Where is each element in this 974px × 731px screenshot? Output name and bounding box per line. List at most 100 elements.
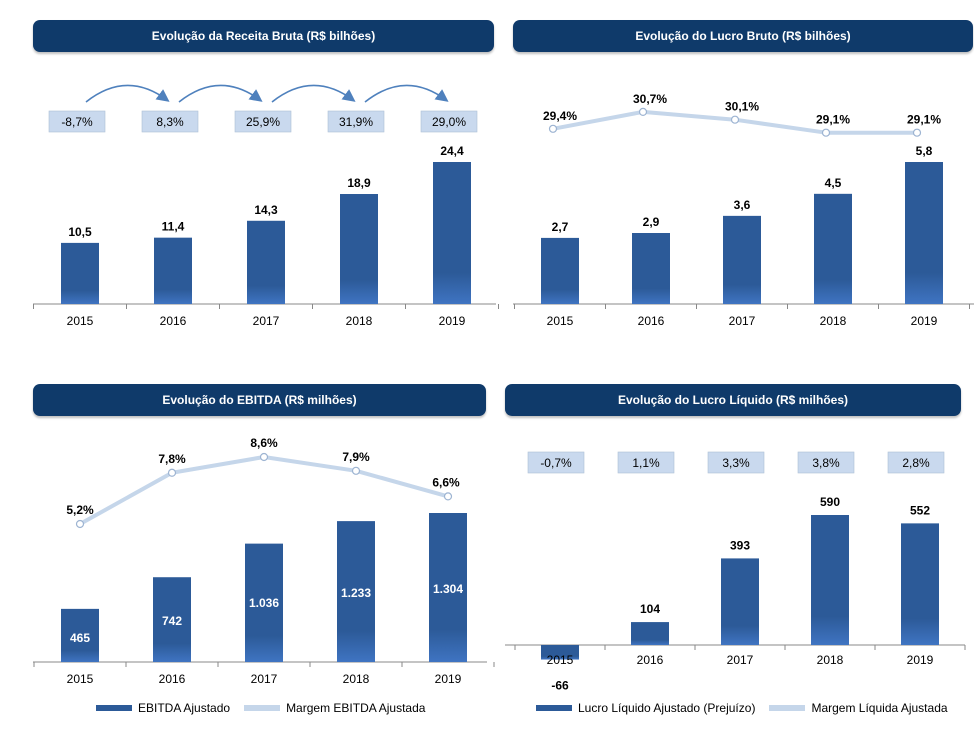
margin-label: 7,8% bbox=[158, 452, 186, 466]
data-label: 10,5 bbox=[68, 225, 92, 239]
bar-2018 bbox=[814, 193, 852, 304]
growth-arrow bbox=[364, 84, 449, 103]
bar-2015 bbox=[61, 242, 99, 304]
margin-point bbox=[548, 124, 558, 133]
margin-label: 1,1% bbox=[632, 456, 660, 470]
tick-label-2017: 2017 bbox=[729, 314, 756, 328]
bar-2018 bbox=[340, 194, 378, 304]
margin-label: 29,1% bbox=[907, 113, 941, 127]
tick-label-2015: 2015 bbox=[547, 653, 574, 667]
bar-2016 bbox=[153, 577, 191, 662]
data-label: 1.304 bbox=[433, 582, 463, 596]
tick-label-2019: 2019 bbox=[439, 314, 466, 328]
margin-box bbox=[887, 451, 945, 474]
margin-box bbox=[617, 451, 675, 474]
margin-label: 30,7% bbox=[633, 92, 667, 106]
growth-arrow bbox=[271, 84, 356, 103]
growth-box bbox=[48, 110, 106, 133]
tick-label-2015: 2015 bbox=[547, 314, 574, 328]
data-label: 3,6 bbox=[734, 198, 751, 212]
bar-2015 bbox=[541, 645, 579, 660]
margin-point bbox=[75, 519, 85, 529]
bar-2015 bbox=[541, 237, 579, 304]
legend-ebitda: EBITDA Ajustado Margem EBITDA Ajustada bbox=[96, 701, 439, 715]
margin-label: 7,9% bbox=[342, 450, 370, 464]
bar-2019 bbox=[901, 523, 939, 645]
legend-label: Lucro Líquido Ajustado (Prejuízo) bbox=[578, 701, 756, 715]
bar-2017 bbox=[245, 543, 283, 662]
tick-label-2019: 2019 bbox=[907, 653, 934, 667]
legend-label: EBITDA Ajustado bbox=[138, 701, 231, 715]
tick-label-2019: 2019 bbox=[435, 672, 462, 686]
banner-receita-bruta: Evolução da Receita Bruta (R$ bilhões) bbox=[33, 20, 494, 52]
data-label: 4,5 bbox=[825, 176, 842, 190]
margin-label: -0,7% bbox=[540, 456, 572, 470]
tick-label-2017: 2017 bbox=[253, 314, 280, 328]
tick-label-2016: 2016 bbox=[637, 653, 664, 667]
bar-2015 bbox=[61, 608, 99, 662]
data-label: 393 bbox=[730, 538, 750, 552]
legend-swatch-line bbox=[244, 705, 281, 711]
data-label: 104 bbox=[640, 602, 660, 616]
tick-label-2018: 2018 bbox=[346, 314, 373, 328]
bar-2019 bbox=[433, 162, 471, 304]
margin-point bbox=[259, 452, 269, 462]
growth-box bbox=[234, 110, 292, 133]
bar-2017 bbox=[721, 558, 759, 645]
tick-label-2016: 2016 bbox=[159, 672, 186, 686]
margin-label: 5,2% bbox=[66, 503, 94, 517]
margin-box bbox=[797, 451, 855, 474]
banner-lucro-liquido: Evolução do Lucro Líquido (R$ milhões) bbox=[505, 384, 961, 416]
banner-lucro-bruto: Evolução do Lucro Bruto (R$ bilhões) bbox=[513, 20, 973, 52]
margin-point bbox=[351, 466, 361, 475]
data-label: 1.233 bbox=[341, 586, 371, 600]
margin-box bbox=[707, 451, 765, 474]
tick-label-2017: 2017 bbox=[251, 672, 278, 686]
legend-item-ll-bar: Lucro Líquido Ajustado (Prejuízo) bbox=[536, 701, 755, 715]
data-label: 11,4 bbox=[162, 220, 185, 234]
margin-point bbox=[443, 492, 453, 501]
legend-label: Margem EBITDA Ajustada bbox=[286, 701, 426, 715]
growth-label: 31,9% bbox=[339, 115, 373, 129]
data-label: 1.036 bbox=[249, 596, 279, 610]
margin-point bbox=[730, 115, 740, 124]
growth-box bbox=[420, 110, 478, 133]
margin-label: 6,6% bbox=[432, 475, 460, 489]
margin-point bbox=[638, 107, 648, 117]
data-label: 18,9 bbox=[347, 176, 371, 190]
margin-box bbox=[527, 451, 585, 474]
legend-item-ll-line: Margem Líquida Ajustada bbox=[769, 701, 948, 715]
data-label: 14,3 bbox=[254, 203, 278, 217]
bar-2017 bbox=[247, 220, 285, 304]
growth-arrow bbox=[178, 84, 263, 103]
tick-label-2018: 2018 bbox=[820, 314, 847, 328]
margin-label: 3,3% bbox=[722, 456, 750, 470]
bar-2017 bbox=[723, 215, 761, 304]
data-label: -66 bbox=[551, 679, 569, 693]
tick-label-2018: 2018 bbox=[817, 653, 844, 667]
bar-2016 bbox=[631, 622, 669, 645]
bar-2019 bbox=[905, 162, 943, 304]
tick-label-2015: 2015 bbox=[67, 314, 94, 328]
growth-arrow bbox=[85, 84, 170, 103]
data-label: 742 bbox=[162, 614, 182, 628]
legend-label: Margem Líquida Ajustada bbox=[811, 701, 948, 715]
bar-2018 bbox=[811, 515, 849, 645]
legend-item-ebitda-line: Margem EBITDA Ajustada bbox=[244, 701, 425, 715]
margin-label: 8,6% bbox=[250, 436, 278, 450]
data-label: 5,8 bbox=[916, 144, 933, 158]
legend-swatch-line bbox=[769, 705, 806, 711]
growth-box bbox=[327, 110, 385, 133]
margin-point bbox=[912, 128, 922, 137]
tick-label-2017: 2017 bbox=[727, 653, 754, 667]
margin-label: 3,8% bbox=[812, 456, 840, 470]
growth-label: 29,0% bbox=[432, 115, 466, 129]
data-label: 465 bbox=[70, 631, 90, 645]
legend-lucro-liquido: Lucro Líquido Ajustado (Prejuízo) Margem… bbox=[536, 701, 962, 715]
growth-label: 25,9% bbox=[246, 115, 280, 129]
legend-item-ebitda-bar: EBITDA Ajustado bbox=[96, 701, 230, 715]
tick-label-2016: 2016 bbox=[160, 314, 187, 328]
bar-2018 bbox=[337, 521, 375, 662]
tick-label-2016: 2016 bbox=[638, 314, 665, 328]
